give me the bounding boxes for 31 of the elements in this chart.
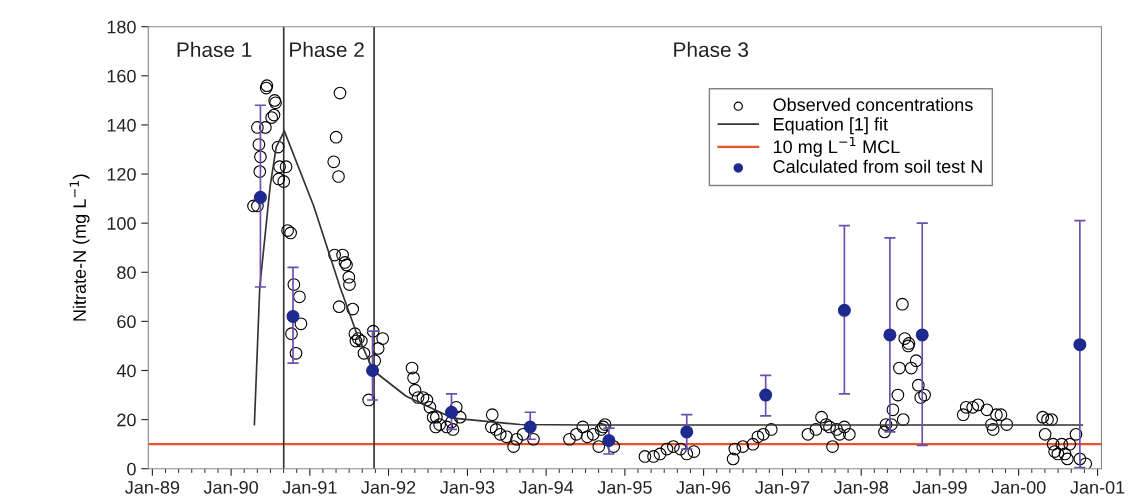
x-tick-label: Jan-01: [1070, 481, 1125, 494]
y-tick-label: 140: [107, 118, 136, 132]
x-tick-label: Jan-99: [912, 481, 967, 494]
annotation: Phase 3: [674, 41, 749, 58]
x-tick-label: Jan-97: [755, 481, 810, 494]
y-axis-title: Nitrate-N (mg L$^{−1}$): [69, 174, 90, 321]
x-tick-label: Jan-95: [597, 481, 652, 494]
y-tick-label: 80: [117, 266, 136, 279]
x-tick-label: Jan-90: [203, 481, 258, 494]
y-tick-label: 180: [107, 20, 136, 34]
y-tick-label: 40: [116, 364, 136, 378]
y-tick-label: 0: [127, 462, 136, 476]
y-tick-label: 120: [107, 167, 136, 181]
x-tick-label: Jan-00: [991, 481, 1046, 494]
legend-label: 10 mg L$^{−1}$ MCL: [773, 136, 900, 157]
legend-label: Calculated from soil test N: [773, 159, 982, 173]
legend-label: Observed concentrations: [773, 97, 973, 112]
x-tick-label: Jan-91: [282, 481, 337, 494]
x-tick-label: Jan-96: [676, 481, 731, 494]
annotation: Phase 2: [290, 41, 364, 58]
y-tick-label: 100: [107, 217, 136, 230]
x-tick-label: Jan-89: [125, 481, 180, 494]
legend-label: Equation [1] fit: [774, 117, 888, 135]
y-tick-label: 160: [107, 69, 136, 83]
x-tick-label: Jan-98: [833, 481, 889, 494]
x-tick-label: Jan-93: [440, 481, 495, 494]
y-tick-label: 60: [117, 315, 136, 329]
y-tick-label: 20: [117, 413, 136, 427]
x-tick-label: Jan-94: [518, 481, 574, 494]
annotation: Phase 1: [177, 41, 252, 58]
x-tick-label: Jan-92: [361, 481, 416, 494]
